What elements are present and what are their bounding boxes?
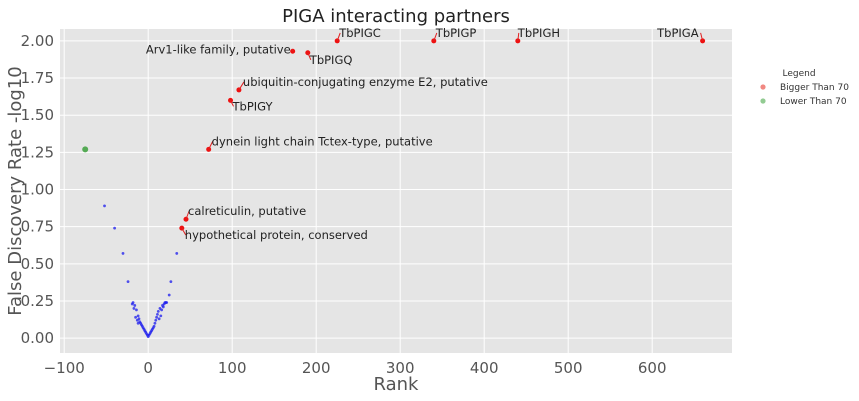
y-tick-label: 0.50 [21,255,54,273]
y-tick-label: 1.00 [21,181,54,199]
data-point-blue [175,252,179,255]
data-point-blue [126,280,130,284]
annotation-leader [336,32,341,42]
annotation-leader [517,32,520,41]
legend-title: Legend [782,69,815,79]
y-tick-label: 0.75 [21,218,54,236]
x-tick-label: 600 [638,359,667,377]
data-point-blue [103,204,106,208]
annotation-label: TbPIGY [232,99,274,113]
data-point-blue [156,312,159,316]
data-point-blue [132,307,136,310]
y-axis-label: False Discovery Rate -log10 [5,66,26,315]
y-tick-label: 0.00 [21,329,54,347]
x-tick-label: 500 [554,359,583,377]
data-point-blue [161,305,165,309]
annotation-label: TbPIGC [338,26,381,40]
x-axis-label: Rank [374,374,420,395]
data-point-blue [152,324,156,328]
data-point-blue [169,280,173,284]
legend-label-bigger: Bigger Than 70 [780,83,849,93]
legend-marker-bigger [760,84,766,90]
legend: Legend Bigger Than 70 Lower Than 70 [760,69,849,107]
annotation-label: dynein light chain Tctex-type, putative [212,134,433,148]
x-tick-label: 0 [143,359,153,377]
y-tick-label: 1.50 [21,106,54,124]
annotation-leader [307,52,312,60]
annotations: TbPIGA TbPIGH TbPIGP TbPIGC TbPIGQ Arv1-like … [146,26,704,242]
data-point-blue [135,308,138,312]
annotation-label: Arv1-like family, putative [146,42,291,56]
grid-lines [60,29,732,353]
annotation-label: ubiquitin-conjugating enzyme E2, putativ… [243,75,488,89]
annotation-leader [238,81,245,91]
annotation-leader [230,100,234,107]
x-tick-label: 200 [302,359,331,377]
data-point-blue [164,301,168,304]
data-point-green [82,146,89,153]
x-tick-label: 400 [470,359,499,377]
annotation-leader [433,32,438,42]
data-point-blue [157,317,161,321]
data-point-blue [135,318,139,322]
annotation-label: calreticulin, putative [188,204,306,218]
data-point-blue [121,252,125,255]
annotation-label: TbPIGP [435,26,477,40]
data-point-blue [130,302,134,306]
data-point-blue [155,315,159,319]
plot-background [60,29,732,353]
x-tick-labels: −100 0 100 200 300 400 500 600 [44,359,667,377]
annotation-label: hypothetical protein, conserved [185,228,368,242]
chart-title: PIGA interacting partners [282,6,510,27]
y-tick-label: 1.25 [21,143,54,161]
data-point-blue [136,321,140,325]
data-point-blue [160,308,164,312]
data-point-blue [153,321,157,325]
data-point-blue [133,304,137,307]
x-tick-label: −100 [44,359,85,377]
x-tick-label: 100 [218,359,247,377]
annotation-label: TbPIGH [517,26,560,40]
legend-marker-lower [760,98,766,104]
y-tick-label: 1.75 [21,69,54,87]
legend-label-lower: Lower Than 70 [780,97,847,107]
y-tick-label: 2.00 [21,32,54,50]
data-point-blue [154,318,158,322]
data-points [82,38,706,339]
data-point-blue [156,309,160,313]
y-tick-labels: 0.00 0.25 0.50 0.75 1.00 1.25 1.50 1.75 2.00 [21,32,54,347]
annotation-label: TbPIGQ [309,53,353,67]
annotation-label: TbPIGA [656,26,699,40]
x-tick-label: 300 [386,359,415,377]
y-tick-label: 0.25 [21,292,54,310]
annotation-leader [185,211,190,220]
data-point-blue [136,314,140,318]
data-point-blue [167,293,171,297]
annotation-leader [700,32,704,42]
annotation-leader [181,227,187,236]
data-point-blue [159,314,163,318]
data-point-blue [113,226,116,230]
annotation-leader [208,141,214,150]
data-point-blue [134,315,138,319]
